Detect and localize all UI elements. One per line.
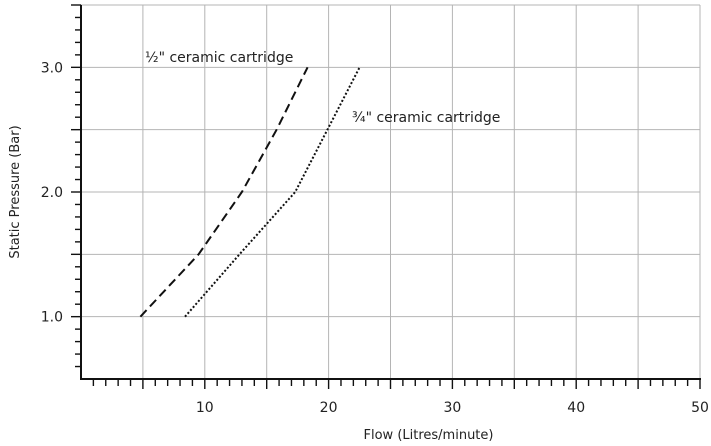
series-label-1: ½" ceramic cartridge (145, 50, 293, 66)
series-line-1 (139, 66, 309, 318)
series-group (139, 66, 361, 318)
x-axis-title: Flow (Litres/minute) (364, 428, 494, 443)
x-tick-label: 20 (320, 400, 338, 416)
y-tick-label: 2.0 (41, 185, 63, 201)
y-tick-label: 1.0 (41, 310, 63, 326)
y-tick-label: 3.0 (41, 60, 63, 76)
x-tick-label: 10 (196, 400, 214, 416)
x-tick-label: 50 (691, 400, 709, 416)
grid (81, 4, 701, 379)
series-label-2: ¾" ceramic cartridge (352, 110, 500, 126)
ticks (71, 4, 701, 389)
x-tick-label: 30 (443, 400, 461, 416)
y-axis-title: Static Pressure (Bar) (8, 125, 23, 258)
labels: 10 20 30 40 50 1.0 2.0 3.0 ½" ceramic cartridge ¾… (41, 50, 709, 416)
x-tick-label: 40 (567, 400, 585, 416)
